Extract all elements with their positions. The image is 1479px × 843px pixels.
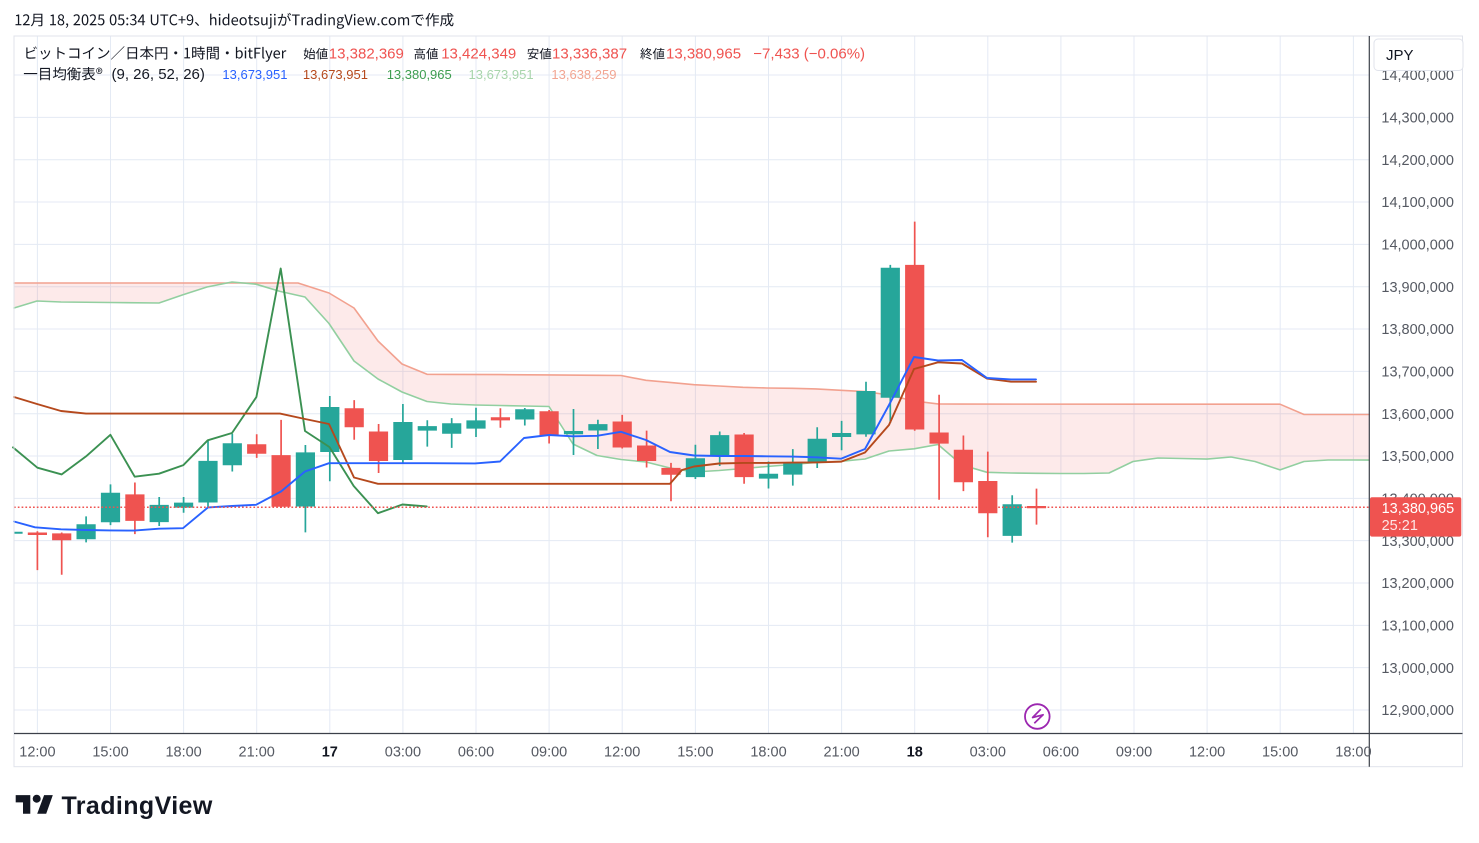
- svg-text:18:00: 18:00: [1335, 744, 1371, 760]
- svg-text:13,382,369: 13,382,369: [329, 46, 404, 63]
- svg-text:18:00: 18:00: [750, 744, 786, 760]
- svg-text:−7,433 (−0.06%): −7,433 (−0.06%): [753, 46, 865, 63]
- svg-text:18:00: 18:00: [165, 744, 201, 760]
- svg-text:13,336,387: 13,336,387: [552, 46, 627, 63]
- svg-text:13,100,000: 13,100,000: [1381, 619, 1454, 635]
- svg-text:13,638,259: 13,638,259: [551, 67, 616, 82]
- svg-text:13,380,965: 13,380,965: [666, 46, 741, 63]
- svg-text:14,000,000: 14,000,000: [1381, 238, 1454, 254]
- svg-text:25:21: 25:21: [1382, 518, 1418, 534]
- svg-text:18: 18: [907, 744, 923, 760]
- svg-text:(9, 26, 52, 26): (9, 26, 52, 26): [112, 66, 205, 83]
- svg-text:12:00: 12:00: [1189, 744, 1225, 760]
- svg-text:03:00: 03:00: [970, 744, 1006, 760]
- svg-text:09:00: 09:00: [531, 744, 567, 760]
- svg-text:21:00: 21:00: [823, 744, 859, 760]
- svg-text:13,424,349: 13,424,349: [441, 46, 516, 63]
- svg-text:13,673,951: 13,673,951: [469, 67, 534, 82]
- svg-text:21:00: 21:00: [239, 744, 275, 760]
- svg-text:13,600,000: 13,600,000: [1381, 407, 1454, 423]
- svg-text:13,800,000: 13,800,000: [1381, 322, 1454, 338]
- svg-text:JPY: JPY: [1386, 47, 1414, 64]
- svg-text:13,300,000: 13,300,000: [1381, 534, 1454, 550]
- svg-text:13,200,000: 13,200,000: [1381, 576, 1454, 592]
- svg-text:14,400,000: 14,400,000: [1381, 68, 1454, 84]
- svg-text:06:00: 06:00: [1043, 744, 1079, 760]
- svg-text:13,673,951: 13,673,951: [303, 67, 368, 82]
- svg-text:15:00: 15:00: [92, 744, 128, 760]
- svg-text:14,200,000: 14,200,000: [1381, 153, 1454, 169]
- svg-text:14,300,000: 14,300,000: [1381, 111, 1454, 127]
- svg-text:17: 17: [322, 744, 338, 760]
- svg-text:15:00: 15:00: [1262, 744, 1298, 760]
- svg-text:13,500,000: 13,500,000: [1381, 449, 1454, 465]
- svg-text:09:00: 09:00: [1116, 744, 1152, 760]
- svg-text:12:00: 12:00: [604, 744, 640, 760]
- svg-text:12,900,000: 12,900,000: [1381, 703, 1454, 719]
- svg-text:12:00: 12:00: [19, 744, 55, 760]
- svg-text:14,100,000: 14,100,000: [1381, 195, 1454, 211]
- svg-text:13,900,000: 13,900,000: [1381, 280, 1454, 296]
- svg-text:03:00: 03:00: [385, 744, 421, 760]
- svg-text:15:00: 15:00: [677, 744, 713, 760]
- svg-text:13,380,965: 13,380,965: [387, 67, 452, 82]
- svg-text:06:00: 06:00: [458, 744, 494, 760]
- svg-text:13,000,000: 13,000,000: [1381, 661, 1454, 677]
- svg-text:13,673,951: 13,673,951: [222, 67, 287, 82]
- svg-text:13,700,000: 13,700,000: [1381, 365, 1454, 381]
- svg-text:TradingView: TradingView: [62, 792, 213, 820]
- svg-text:13,380,965: 13,380,965: [1382, 501, 1455, 517]
